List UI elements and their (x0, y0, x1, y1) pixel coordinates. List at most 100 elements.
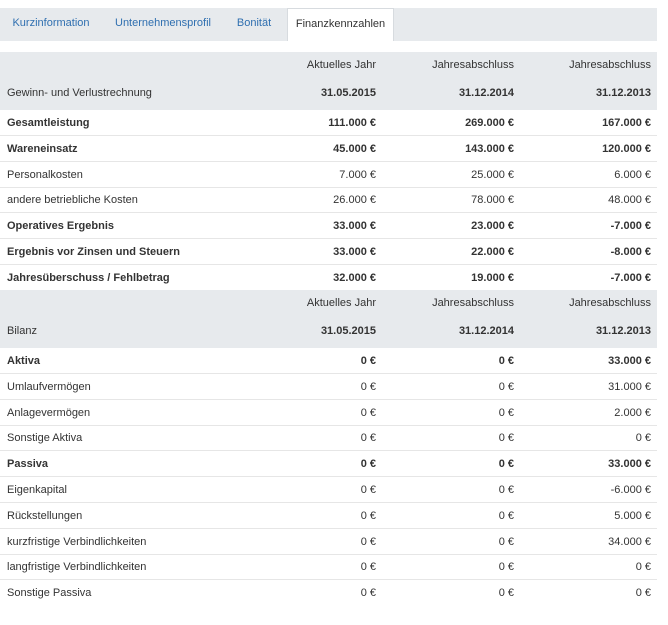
row-value-col1: 111.000 € (328, 117, 376, 129)
row-value-col3: 120.000 € (602, 142, 651, 155)
row-label: Passiva (7, 458, 48, 471)
row-label: langfristige Verbindlichkeiten (7, 561, 147, 574)
column-date-2013: 31.12.2013 (595, 325, 651, 337)
row-label: Jahresüberschuss / Fehlbetrag (7, 271, 170, 284)
table-row: Personalkosten 7.000 € 25.000 € 6.000 € (0, 162, 657, 188)
row-value-col1: 0 € (360, 458, 376, 471)
row-label: andere betriebliche Kosten (7, 194, 138, 207)
table-row: Aktiva 0 € 0 € 33.000 € (0, 348, 657, 374)
column-date-2014: 31.12.2014 (458, 87, 514, 99)
row-value-col1: 0 € (360, 509, 376, 522)
table-row: Umlaufvermögen 0 € 0 € 31.000 € (0, 374, 657, 400)
row-value-col2: 0 € (498, 587, 514, 600)
row-value-col3: 34.000 € (608, 535, 651, 548)
bilanz-title: Bilanz (7, 325, 37, 337)
row-value-col2: 78.000 € (471, 194, 514, 207)
row-label: Sonstige Aktiva (7, 432, 83, 445)
row-value-col2: 0 € (498, 458, 514, 471)
row-value-col2: 0 € (498, 380, 514, 393)
tab-bonitaet[interactable]: Bonität (236, 17, 272, 29)
row-label: Operatives Ergebnis (7, 220, 114, 233)
row-value-col2: 0 € (498, 406, 514, 419)
column-header-annual-2013: Jahresabschluss (569, 59, 651, 71)
row-value-col2: 0 € (498, 484, 514, 496)
row-value-col3: -7.000 € (610, 271, 651, 284)
table-row: Sonstige Aktiva 0 € 0 € 0 € (0, 425, 657, 452)
row-label: Aktiva (7, 355, 41, 367)
row-value-col1: 33.000 € (333, 246, 376, 258)
column-date-2013: 31.12.2013 (595, 87, 651, 99)
tab-bar: Kurzinformation Unternehmensprofil Bonit… (0, 8, 657, 41)
row-value-col1: 0 € (360, 355, 376, 367)
guv-header: Aktuelles Jahr Jahresabschluss Jahresabs… (0, 52, 657, 110)
column-header-annual-2014: Jahresabschluss (432, 297, 514, 309)
row-value-col3: 48.000 € (608, 194, 651, 207)
row-label: Ergebnis vor Zinsen und Steuern (7, 246, 180, 258)
table-row: Anlagevermögen 0 € 0 € 2.000 € (0, 400, 657, 426)
table-row: andere betriebliche Kosten 26.000 € 78.000… (0, 187, 657, 214)
row-value-col3: -8.000 € (610, 246, 651, 258)
row-label: Gesamtleistung (7, 117, 90, 129)
row-value-col1: 0 € (360, 561, 376, 574)
row-value-col3: 167.000 € (602, 117, 651, 129)
row-value-col1: 0 € (360, 406, 376, 419)
row-value-col3: 33.000 € (608, 355, 651, 367)
table-row: Ergebnis vor Zinsen und Steuern 33.000 € 2… (0, 239, 657, 265)
row-value-col2: 0 € (498, 432, 514, 445)
table-row: Sonstige Passiva 0 € 0 € 0 € (0, 580, 657, 606)
row-value-col3: -6.000 € (610, 484, 651, 496)
table-row: Wareneinsatz 45.000 € 143.000 € 120.000 € (0, 136, 657, 162)
row-value-col1: 0 € (360, 535, 376, 548)
row-label: Wareneinsatz (7, 142, 78, 155)
row-value-col2: 269.000 € (465, 117, 514, 129)
column-header-annual-2013: Jahresabschluss (569, 297, 651, 309)
row-value-col2: 0 € (498, 561, 514, 574)
table-row: Jahresüberschuss / Fehlbetrag 32.000 € 19.… (0, 265, 657, 291)
table-row: Gesamtleistung 111.000 € 269.000 € 167.000 … (0, 110, 657, 136)
table-row: kurzfristige Verbindlichkeiten 0 € 0 € 34.0… (0, 529, 657, 555)
table-row: Operatives Ergebnis 33.000 € 23.000 € -7.00… (0, 213, 657, 240)
row-value-col2: 143.000 € (465, 142, 514, 155)
row-value-col1: 33.000 € (333, 220, 376, 233)
row-value-col1: 0 € (360, 484, 376, 496)
row-value-col1: 45.000 € (333, 142, 376, 155)
row-value-col2: 23.000 € (471, 220, 514, 233)
row-label: Anlagevermögen (7, 406, 91, 419)
row-label: Umlaufvermögen (7, 380, 91, 393)
table-row: Rückstellungen 0 € 0 € 5.000 € (0, 503, 657, 529)
guv-title: Gewinn- und Verlustrechnung (7, 87, 152, 99)
row-value-col3: 0 € (635, 561, 651, 574)
row-label: Eigenkapital (7, 484, 67, 496)
row-value-col1: 32.000 € (333, 271, 376, 284)
column-date-current: 31.05.2015 (320, 325, 376, 337)
tab-kurzinformation[interactable]: Kurzinformation (12, 17, 90, 29)
row-value-col3: 2.000 € (614, 406, 651, 419)
row-value-col2: 22.000 € (471, 246, 514, 258)
row-value-col1: 0 € (360, 587, 376, 600)
tab-finanzkennzahlen[interactable]: Finanzkennzahlen (287, 8, 394, 41)
row-label: kurzfristige Verbindlichkeiten (7, 535, 147, 548)
row-value-col3: 5.000 € (614, 509, 651, 522)
row-value-col2: 25.000 € (471, 168, 514, 181)
row-value-col3: 6.000 € (614, 168, 651, 181)
row-label: Sonstige Passiva (7, 587, 92, 600)
column-date-2014: 31.12.2014 (458, 325, 514, 337)
row-label: Rückstellungen (7, 509, 83, 522)
table-row: Passiva 0 € 0 € 33.000 € (0, 451, 657, 478)
row-value-col1: 0 € (360, 380, 376, 393)
row-value-col2: 0 € (498, 509, 514, 522)
row-value-col2: 19.000 € (471, 271, 514, 284)
bilanz-header: Aktuelles Jahr Jahresabschluss Jahresabs… (0, 290, 657, 348)
row-label: Personalkosten (7, 168, 83, 181)
column-header-annual-2014: Jahresabschluss (432, 59, 514, 71)
column-header-current-year: Aktuelles Jahr (306, 59, 376, 71)
row-value-col3: 33.000 € (608, 458, 651, 471)
tab-unternehmensprofil[interactable]: Unternehmensprofil (115, 17, 211, 29)
row-value-col3: -7.000 € (610, 220, 651, 233)
column-header-current-year: Aktuelles Jahr (306, 297, 376, 309)
row-value-col3: 0 € (635, 432, 651, 445)
row-value-col1: 0 € (360, 432, 376, 445)
row-value-col1: 26.000 € (333, 194, 376, 207)
row-value-col3: 0 € (635, 587, 651, 600)
row-value-col2: 0 € (498, 355, 514, 367)
